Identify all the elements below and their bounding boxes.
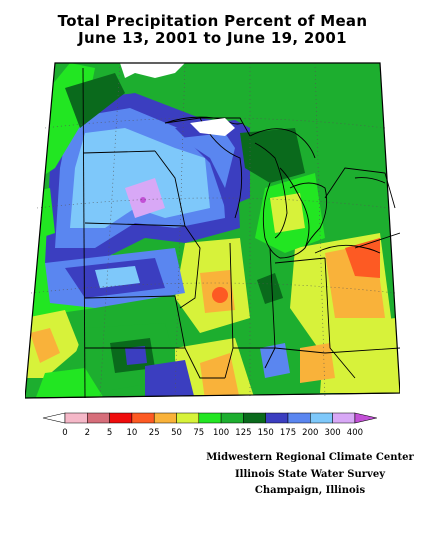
canada-blank bbox=[120, 63, 185, 78]
legend-arrow-high bbox=[354, 412, 377, 424]
map-frame bbox=[25, 62, 400, 399]
legend-label: 200 bbox=[302, 428, 318, 438]
legend-label: 150 bbox=[258, 428, 274, 438]
color-legend: 0 2 5 10 25 50 75 100 125 150 175 200 300 400 bbox=[42, 412, 377, 438]
legend-label: 25 bbox=[149, 428, 160, 438]
precipitation-map bbox=[25, 48, 400, 400]
legend-label: 75 bbox=[193, 428, 204, 438]
legend-swatch bbox=[198, 412, 222, 424]
legend-swatch bbox=[131, 412, 155, 424]
legend-swatch bbox=[220, 412, 244, 424]
legend-swatch bbox=[176, 412, 200, 424]
legend-label: 2 bbox=[85, 428, 90, 438]
legend-label: 400 bbox=[347, 428, 363, 438]
legend-label: 125 bbox=[235, 428, 251, 438]
legend-swatch bbox=[332, 412, 356, 424]
map-title-line1: Total Precipitation Percent of Mean bbox=[57, 12, 368, 30]
legend-label: 300 bbox=[324, 428, 340, 438]
legend-swatch bbox=[153, 412, 177, 424]
legend-swatch bbox=[243, 412, 266, 424]
legend-label: 0 bbox=[62, 428, 67, 438]
legend-swatch bbox=[287, 412, 311, 424]
legend-swatch bbox=[265, 412, 289, 424]
legend-label: 5 bbox=[107, 428, 112, 438]
legend-label: 100 bbox=[213, 428, 229, 438]
map-title-line2: June 13, 2001 to June 19, 2001 bbox=[78, 29, 347, 47]
legend-swatch bbox=[87, 412, 110, 424]
legend-swatches bbox=[42, 412, 377, 424]
legend-labels: 0 2 5 10 25 50 75 100 125 150 175 200 300 400 bbox=[62, 428, 363, 438]
legend-arrow-low bbox=[42, 412, 66, 424]
credit-line3: Champaign, Illinois bbox=[254, 485, 366, 496]
legend-label: 10 bbox=[126, 428, 137, 438]
legend-swatch bbox=[109, 412, 133, 424]
precipitation-field bbox=[25, 63, 400, 398]
legend-label: 50 bbox=[171, 428, 182, 438]
legend-swatch bbox=[310, 412, 333, 424]
legend-swatch bbox=[64, 412, 88, 424]
lake-shorelines bbox=[164, 116, 386, 254]
credit-line2: Illinois State Water Survey bbox=[234, 469, 386, 480]
legend-label: 175 bbox=[280, 428, 296, 438]
credit-line1: Midwestern Regional Climate Center bbox=[206, 452, 414, 463]
